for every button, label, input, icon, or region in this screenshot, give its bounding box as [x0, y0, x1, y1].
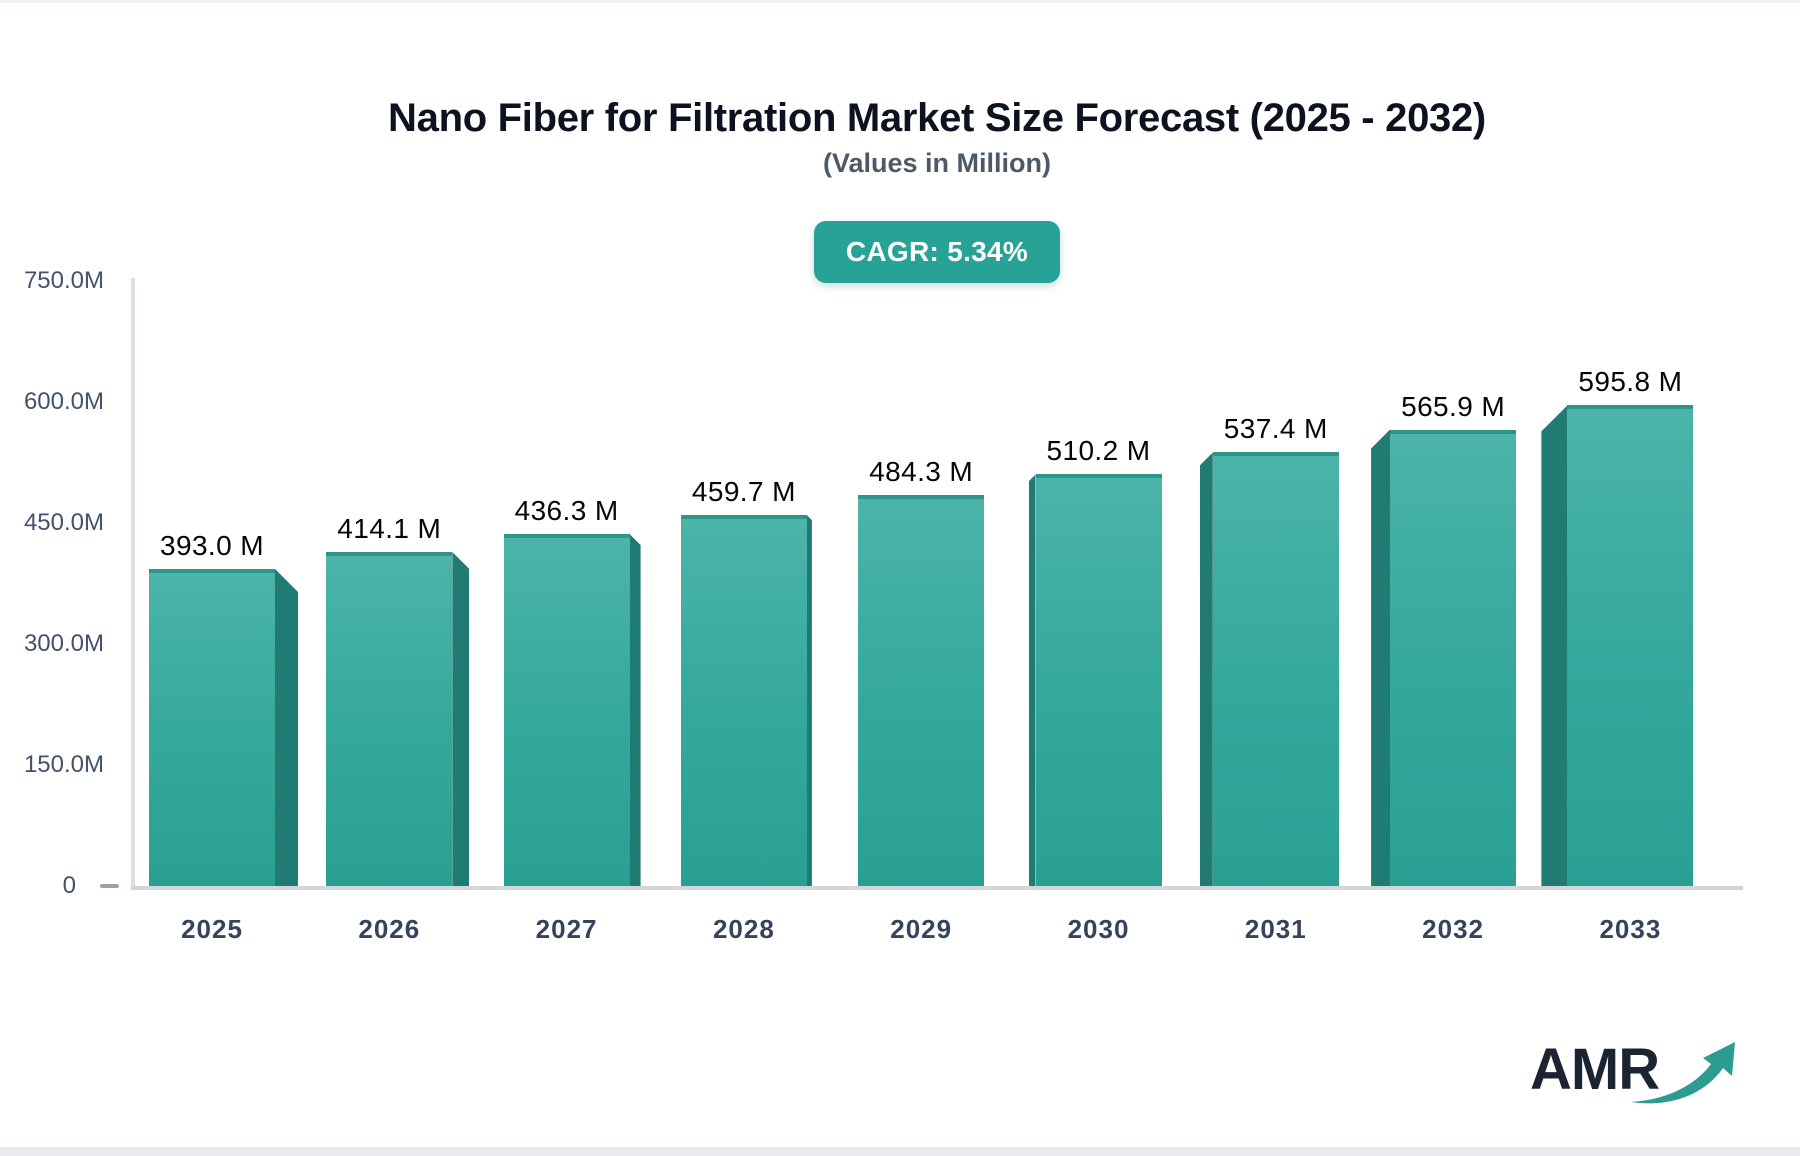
y-tick-label: 750.0M [23, 267, 104, 294]
zero-tick-mark [100, 884, 119, 888]
bar [503, 534, 630, 886]
x-tick-label: 2028 [712, 914, 775, 944]
chart-header: Nano Fiber for Filtration Market Size Fo… [131, 0, 1743, 283]
bar [326, 551, 453, 886]
amr-logo-arrow-icon [1631, 1042, 1735, 1104]
bar-value-label: 537.4 M [1223, 413, 1328, 445]
bar-value-label: 393.0 M [160, 529, 264, 561]
y-tick-label: 600.0M [23, 388, 104, 415]
bar [149, 568, 275, 886]
bar-side-face [629, 534, 641, 886]
bar-side-face [1541, 405, 1568, 886]
x-tick-label: 2030 [1067, 914, 1130, 944]
bar-value-label: 484.3 M [869, 456, 974, 488]
cagr-badge: CAGR: 5.34% [813, 221, 1061, 283]
bar [1212, 452, 1339, 886]
bar-value-label: 565.9 M [1401, 390, 1506, 422]
y-tick-label: 450.0M [23, 509, 104, 536]
bar-side-face [1371, 429, 1391, 886]
bar-value-label: 595.8 M [1578, 366, 1683, 398]
x-tick-label: 2026 [358, 914, 421, 944]
x-axis-baseline [131, 886, 1743, 890]
y-tick-label: 300.0M [23, 630, 104, 657]
bar-side-face [1199, 452, 1213, 886]
chart-title: Nano Fiber for Filtration Market Size Fo… [388, 96, 1486, 140]
bar-value-label: 436.3 M [514, 495, 619, 527]
bar-side-face [1028, 474, 1036, 886]
y-tick-label: 0 [62, 872, 76, 899]
chart-subtitle: (Values in Million) [822, 148, 1052, 178]
x-tick-label: 2029 [890, 914, 953, 944]
x-tick-label: 2031 [1244, 914, 1307, 944]
bar-side-face [275, 568, 298, 886]
y-tick-label: 150.0M [23, 751, 104, 778]
top-border-strip [0, 0, 1800, 3]
bar-value-label: 414.1 M [337, 512, 442, 544]
x-tick-label: 2025 [181, 914, 243, 944]
bar [1567, 405, 1694, 886]
bar [680, 515, 807, 886]
bar-side-face [806, 515, 812, 886]
bar-value-label: 510.2 M [1046, 435, 1151, 467]
bar [858, 495, 985, 886]
x-tick-label: 2033 [1599, 914, 1662, 944]
bar [1390, 429, 1517, 886]
bar-side-face [452, 551, 470, 886]
x-tick-label: 2027 [535, 914, 598, 944]
bar [1035, 474, 1162, 886]
x-tick-label: 2032 [1422, 914, 1485, 944]
bottom-border-strip [0, 1147, 1800, 1156]
y-axis-line [131, 278, 135, 890]
bar-value-label: 459.7 M [691, 476, 796, 508]
amr-logo: AMR [1515, 1018, 1745, 1128]
amr-logo-text: AMR [1530, 1037, 1660, 1102]
